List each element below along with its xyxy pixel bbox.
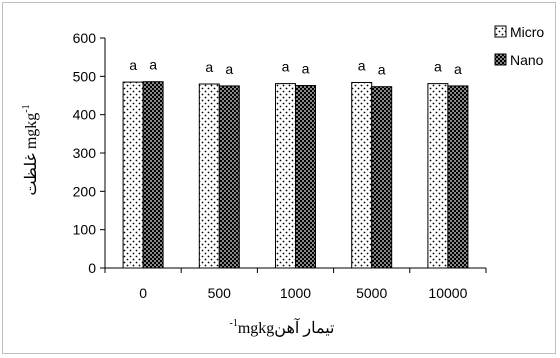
x-axis-title-text: mgkgتیمار آهن: [238, 317, 335, 337]
bar-micro: [427, 83, 449, 269]
bar-nano: [447, 85, 469, 269]
y-axis-title-sup: -1: [21, 104, 32, 112]
y-axis-title: غلظت mgkg-1: [21, 104, 40, 195]
y-tick-label: 200: [73, 183, 97, 199]
bar-micro: [198, 83, 220, 269]
legend-swatch-micro: [494, 25, 507, 38]
x-tick-label: 5000: [356, 285, 387, 301]
x-axis: 0 500 1000 5000 10000: [104, 267, 487, 301]
data-label: a: [358, 57, 366, 73]
y-tick-label: 600: [73, 30, 97, 46]
data-label: a: [149, 57, 157, 73]
bar-nano: [142, 81, 164, 269]
data-label: a: [454, 61, 462, 77]
data-label: a: [434, 59, 442, 75]
x-axis-title-sup: -1: [230, 318, 238, 329]
y-tick-label: 0: [88, 260, 96, 276]
data-label: a: [282, 59, 290, 75]
y-tick-label: 400: [73, 107, 97, 123]
data-label: a: [378, 62, 386, 78]
x-tick-label: 500: [208, 285, 232, 301]
legend-label-nano: Nano: [510, 52, 544, 68]
x-tick-label: 1000: [280, 285, 311, 301]
legend: Micro Nano: [494, 24, 544, 68]
data-label: a: [129, 57, 137, 73]
bars: [122, 81, 469, 269]
data-label: a: [205, 59, 213, 75]
data-label: a: [302, 61, 310, 77]
bar-micro: [351, 81, 373, 269]
bar-nano: [295, 85, 316, 269]
bar-nano: [218, 85, 240, 269]
legend-swatch-nano: [494, 53, 507, 66]
y-axis-title-text: غلظت mgkg: [23, 113, 40, 196]
legend-label-micro: Micro: [510, 24, 544, 40]
bar-micro: [122, 81, 144, 269]
x-tick-label: 0: [139, 285, 147, 301]
bar-micro: [275, 83, 296, 269]
y-tick-label: 300: [73, 145, 97, 161]
bar-nano: [371, 86, 393, 269]
x-tick-label: 10000: [428, 285, 467, 301]
y-axis: 0 100 200 300 400 500 600: [73, 30, 106, 276]
data-label: a: [225, 61, 233, 77]
y-tick-label: 500: [73, 68, 97, 84]
y-tick-label: 100: [73, 222, 97, 238]
x-axis-title: -1mgkgتیمار آهن: [230, 317, 335, 337]
